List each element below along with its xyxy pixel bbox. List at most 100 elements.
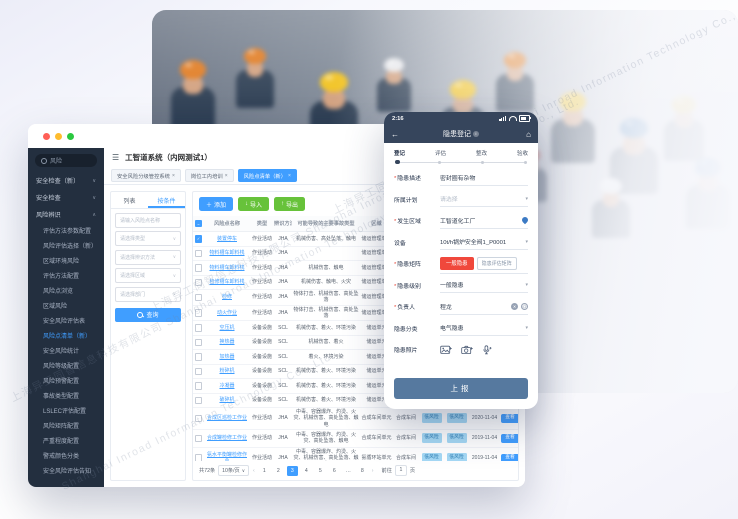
table-row[interactable]: 物料槽车卸料栈 作业活动 JHA 储运管理单元 bbox=[193, 247, 518, 261]
table-row[interactable]: 氨水平衡罐检修作业作业活动 JHA 中毒、容器爆炸、灼烫、火灾、机械伤害、高处坠落、… bbox=[193, 448, 518, 461]
risk-point-link[interactable]: 空压机 bbox=[219, 324, 235, 331]
field-value[interactable]: 一般隐患 隐患评估矩阵 bbox=[440, 254, 528, 274]
risk-point-link[interactable]: 换热器 bbox=[219, 339, 235, 346]
matrix-evaluate-button[interactable]: 隐患评估矩阵 bbox=[476, 256, 517, 270]
sidebar-item[interactable]: 风险评估选择（新） bbox=[43, 244, 98, 250]
sidebar-item[interactable]: 风险点浏览 bbox=[43, 289, 74, 295]
goto-page-input[interactable]: 1 bbox=[394, 465, 407, 476]
filter-input[interactable]: 请输入风险点名称 bbox=[115, 212, 181, 228]
risk-point-link[interactable]: 装置停车 bbox=[216, 235, 237, 242]
table-row[interactable]: 物料槽车卸料栈 作业活动 JHA 机械伤害、触电 储运管理单元 bbox=[193, 261, 518, 276]
location-pin-icon[interactable] bbox=[520, 216, 530, 225]
page-number[interactable]: 6 bbox=[332, 467, 336, 474]
query-button[interactable]: 查询 bbox=[115, 307, 181, 322]
table-row[interactable]: ✓ 装置停车 作业活动 JHA 机械伤害、高处坠落、触电 储运管理单元 bbox=[193, 232, 518, 247]
sidebar-group[interactable]: 安全检查 ∨ bbox=[28, 189, 104, 206]
close-window-dot[interactable] bbox=[43, 132, 50, 140]
risk-point-link[interactable]: 氨水平衡罐检修作业 bbox=[206, 451, 247, 461]
field-text[interactable]: 密封圈有杂物 bbox=[440, 175, 476, 182]
field-value[interactable]: 一般隐患 ▾ bbox=[440, 277, 528, 294]
page-number[interactable]: 4 bbox=[304, 467, 308, 474]
row-checkbox[interactable] bbox=[194, 264, 203, 272]
step-label[interactable]: 登记 bbox=[394, 151, 406, 157]
camera-icon[interactable] bbox=[461, 345, 473, 355]
filter-select[interactable]: 请选择辨识方法 ∨ bbox=[115, 249, 181, 265]
table-row[interactable]: 动火作业 作业活动 JHA 物体打击、机械伤害、高处坠落 储运管理单元 bbox=[193, 306, 518, 321]
minimize-window-dot[interactable] bbox=[55, 132, 62, 140]
row-checkbox[interactable] bbox=[194, 338, 203, 346]
risk-point-link[interactable]: 检修槽车卸料栈 bbox=[209, 279, 245, 286]
risk-point-link[interactable]: 冷凝器 bbox=[219, 382, 235, 389]
mic-icon[interactable] bbox=[482, 345, 492, 355]
row-checkbox[interactable] bbox=[194, 367, 203, 375]
field-value[interactable]: 工智道化工厂 bbox=[440, 213, 530, 229]
row-checkbox[interactable] bbox=[194, 278, 203, 286]
page-number[interactable]: 1 bbox=[262, 467, 266, 474]
tag-chip[interactable]: 安全风险分级管控系统 × bbox=[111, 169, 181, 182]
next-page-button[interactable]: › bbox=[371, 467, 374, 474]
page-number[interactable]: 2 bbox=[276, 467, 280, 474]
add-button[interactable]: ＋添加 bbox=[199, 197, 234, 211]
row-checkbox[interactable]: ✓ bbox=[194, 235, 203, 243]
row-checkbox[interactable] bbox=[194, 353, 203, 361]
sidebar-search-input[interactable]: 风险 bbox=[35, 154, 97, 167]
filter-select[interactable]: 请选择部门 ∨ bbox=[115, 286, 181, 302]
sidebar-item[interactable]: 安全风险统计 bbox=[43, 349, 80, 355]
field-value[interactable]: 请选择 ▾ bbox=[440, 191, 528, 208]
prev-page-button[interactable]: ‹ bbox=[253, 467, 255, 474]
risk-point-link[interactable]: 加热器 bbox=[219, 353, 235, 360]
tag-chip[interactable]: 岗位工内培训 × bbox=[184, 169, 234, 182]
row-checkbox[interactable] bbox=[194, 324, 203, 332]
sidebar-item[interactable]: 风险矩阵配置 bbox=[43, 424, 80, 430]
table-row[interactable]: 合成罐检修工作业 作业活动 JHA 中毒、容器爆炸、灼烫、火灾、高处坠落、触电 合成车间… bbox=[193, 430, 518, 448]
tag-chip[interactable]: 风险点清单（新） × bbox=[237, 169, 297, 182]
view-button[interactable]: 查看 bbox=[501, 433, 518, 443]
step-label[interactable]: 整改 bbox=[475, 151, 487, 157]
export-button[interactable]: ↑ 导出 bbox=[274, 197, 306, 211]
maximize-window-dot[interactable] bbox=[67, 132, 74, 140]
field-value[interactable]: 电气隐患 ▾ bbox=[440, 320, 528, 337]
table-row[interactable]: 加热器 设备设施 SCL 着火、环境污染 储运单元 bbox=[193, 350, 518, 365]
back-arrow-icon[interactable]: ← bbox=[391, 129, 399, 139]
sidebar-item[interactable]: 风险等级配置 bbox=[43, 364, 80, 370]
sidebar-item[interactable]: LSLEC评估配置 bbox=[43, 409, 87, 415]
risk-point-link[interactable]: 物料槽车卸料栈 bbox=[209, 264, 245, 271]
field-value[interactable]: 10t/h锅炉安全阀1_P0001 ▾ bbox=[440, 234, 528, 251]
sidebar-item[interactable]: 区域环境风险 bbox=[43, 259, 80, 265]
row-checkbox[interactable] bbox=[194, 249, 203, 257]
row-checkbox[interactable] bbox=[194, 396, 203, 404]
filter-select[interactable]: 请选择区域 ∨ bbox=[115, 268, 181, 283]
risk-point-link[interactable]: 合成区巡检工作业 bbox=[206, 415, 247, 422]
step-label[interactable]: 验收 bbox=[516, 151, 528, 157]
image-icon[interactable] bbox=[440, 345, 452, 355]
field-text[interactable]: 工智道化工厂 bbox=[440, 218, 476, 225]
table-row[interactable]: 空压机 设备设施 SCL 机械伤害、着火、环境污染 储运单元 bbox=[193, 321, 518, 336]
row-checkbox[interactable] bbox=[194, 382, 203, 390]
risk-point-link[interactable]: 动火作业 bbox=[216, 309, 237, 316]
table-row[interactable]: 冷凝器 设备设施 SCL 机械伤害、着火、环境污染 储运单元 bbox=[193, 379, 518, 394]
select-all-checkbox[interactable]: – bbox=[194, 219, 203, 228]
person-name[interactable]: 程龙 bbox=[440, 304, 452, 311]
close-icon[interactable]: × bbox=[224, 172, 228, 179]
row-checkbox[interactable] bbox=[194, 309, 203, 317]
row-checkbox[interactable] bbox=[194, 293, 203, 301]
view-button[interactable]: 查看 bbox=[501, 453, 518, 461]
page-number[interactable]: 5 bbox=[318, 467, 322, 474]
import-button[interactable]: ↓ 导入 bbox=[238, 197, 270, 211]
table-row[interactable]: 检修槽车卸料栈 作业活动 JHA 机械伤害、触电、火灾 储运管理单元 bbox=[193, 276, 518, 290]
sidebar-item[interactable]: 风险预警配置 bbox=[43, 379, 80, 385]
field-value[interactable]: 密封圈有杂物 bbox=[440, 170, 528, 186]
mention-icon[interactable]: @ bbox=[521, 302, 528, 310]
close-icon[interactable]: × bbox=[171, 172, 175, 179]
sidebar-item[interactable]: 风险点清单（新） bbox=[43, 334, 92, 340]
home-icon[interactable]: ⌂ bbox=[526, 129, 531, 139]
step-label[interactable]: 评估 bbox=[434, 151, 446, 157]
select-value[interactable]: 一般隐患 bbox=[440, 283, 464, 290]
sidebar-item[interactable]: 警戒颜色分类 bbox=[43, 454, 80, 460]
risk-point-link[interactable]: 合成罐检修工作业 bbox=[206, 435, 247, 442]
table-row[interactable]: 合成区巡检工作业 作业活动 JHA 中毒、容器爆炸、灼烫、火灾、机械伤害、高处坠落、触… bbox=[193, 408, 518, 430]
page-number[interactable]: 8 bbox=[360, 467, 364, 474]
sidebar-item[interactable]: 评估方法配置 bbox=[43, 274, 80, 280]
sidebar-item[interactable]: 评估方法参数配置 bbox=[43, 229, 92, 235]
row-checkbox[interactable] bbox=[194, 434, 203, 442]
